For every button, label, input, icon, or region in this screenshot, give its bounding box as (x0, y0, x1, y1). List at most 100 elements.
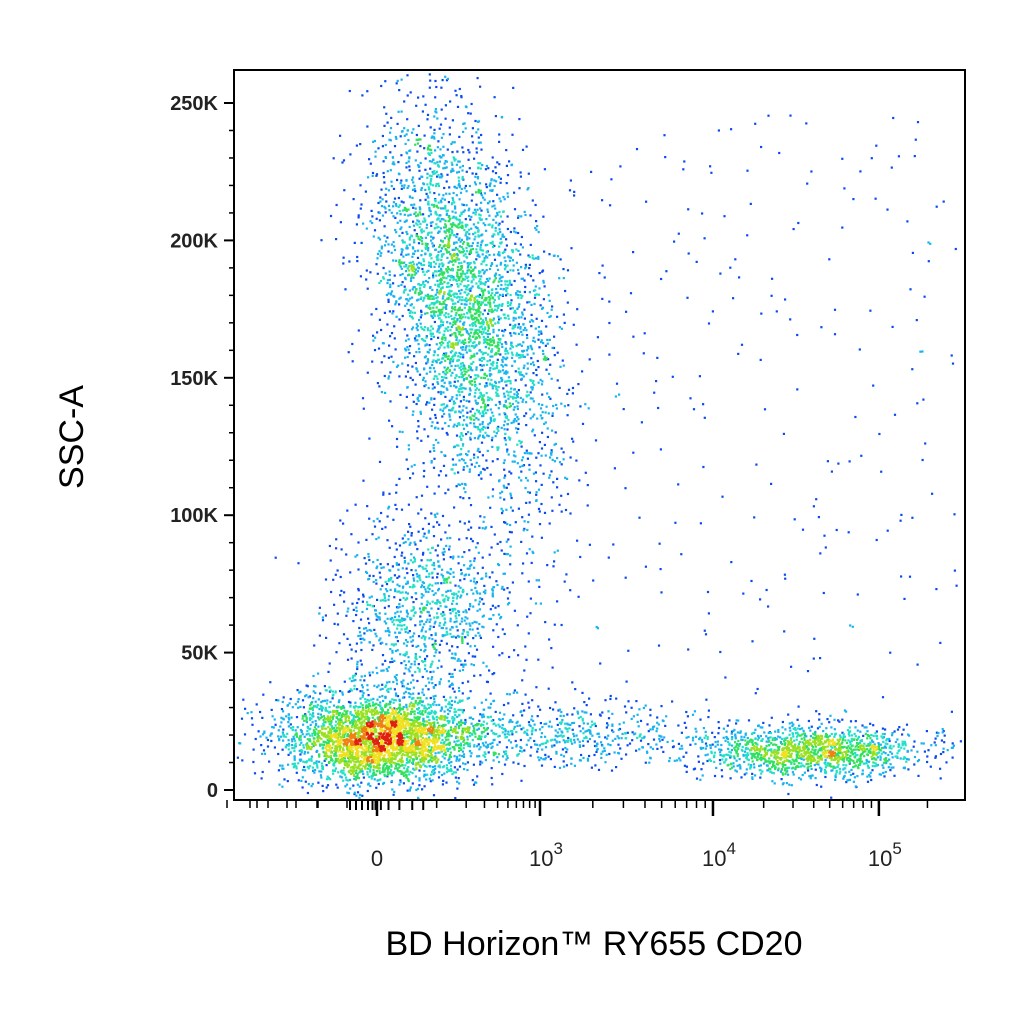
event-dot (543, 168, 546, 171)
event-dot (434, 651, 437, 654)
event-dot (517, 367, 520, 370)
event-dot (406, 74, 409, 77)
event-dot (521, 516, 524, 519)
event-dot (505, 288, 508, 291)
event-dot (503, 486, 506, 489)
event-dot (495, 221, 498, 224)
event-dot (663, 736, 666, 739)
event-dot (492, 586, 496, 589)
event-dot (686, 296, 689, 299)
event-dot (777, 729, 780, 732)
event-dot (460, 187, 463, 191)
event-dot (503, 404, 506, 407)
event-dot (833, 728, 836, 731)
event-dot (508, 438, 511, 441)
event-dot (316, 764, 319, 767)
event-dot (422, 95, 425, 98)
event-dot (308, 718, 312, 721)
event-dot (505, 486, 508, 489)
event-dot (531, 550, 534, 553)
event-dot (384, 695, 387, 698)
event-dot (287, 763, 290, 766)
event-dot (429, 252, 432, 255)
event-dot (617, 751, 620, 755)
event-dot (410, 640, 413, 643)
event-dot (277, 769, 280, 772)
event-dot (562, 760, 565, 763)
event-dot (422, 258, 425, 261)
event-dot (395, 563, 398, 566)
event-dot (395, 674, 398, 677)
event-dot (400, 662, 403, 665)
event-dot (877, 743, 881, 746)
event-dot (494, 381, 497, 385)
event-dot (386, 279, 389, 282)
event-dot (869, 775, 872, 778)
event-dot (600, 752, 603, 755)
event-dot (378, 639, 381, 642)
event-dot (459, 520, 462, 523)
event-dot (493, 738, 496, 741)
event-dot (375, 567, 378, 570)
event-dot (534, 226, 537, 230)
event-dot (430, 151, 433, 154)
event-dot (473, 353, 476, 356)
event-dot (359, 143, 362, 146)
event-dot (434, 210, 437, 213)
event-dot (503, 357, 506, 360)
event-dot (423, 220, 426, 223)
event-dot (511, 402, 514, 406)
event-dot (817, 763, 820, 766)
event-dot (511, 353, 514, 356)
event-dot (442, 385, 445, 388)
event-dot (463, 260, 466, 263)
event-dot (394, 699, 397, 702)
event-dot (431, 315, 434, 318)
event-dot (502, 484, 505, 487)
event-dot (474, 655, 477, 658)
event-dot (546, 338, 549, 341)
event-dot (554, 431, 557, 434)
event-dot (830, 796, 833, 799)
event-dot (440, 173, 443, 176)
event-dot (357, 214, 360, 217)
event-dot (575, 459, 578, 462)
event-dot (586, 722, 589, 725)
event-dot (496, 214, 499, 217)
event-dot (470, 244, 473, 248)
event-dot (367, 176, 370, 179)
event-dot (496, 583, 499, 587)
event-dot (913, 155, 916, 158)
event-dot (528, 501, 531, 504)
event-dot (335, 547, 338, 550)
event-dot (387, 627, 390, 630)
event-dot (405, 567, 408, 570)
event-dot (401, 537, 404, 540)
event-dot (482, 414, 485, 418)
event-dot (814, 777, 817, 780)
event-dot (555, 750, 558, 753)
event-dot (707, 716, 710, 719)
event-dot (428, 160, 431, 163)
event-dot (511, 733, 514, 736)
event-dot (505, 164, 508, 167)
event-dot (450, 656, 453, 660)
event-dot (578, 479, 581, 482)
event-dot (530, 746, 533, 749)
event-dot (853, 776, 856, 779)
event-dot (396, 583, 399, 586)
event-dot (753, 766, 756, 769)
event-dot (356, 688, 359, 691)
event-dot (300, 779, 303, 782)
event-dot (509, 554, 512, 557)
event-dot (768, 724, 771, 727)
event-dot (532, 364, 536, 367)
event-dot (329, 214, 333, 218)
event-dot (423, 284, 426, 287)
event-dot (419, 161, 422, 165)
event-dot (386, 323, 389, 326)
event-dot (501, 628, 504, 631)
event-dot (566, 392, 569, 395)
event-dot (359, 184, 362, 187)
event-dot (487, 496, 490, 499)
